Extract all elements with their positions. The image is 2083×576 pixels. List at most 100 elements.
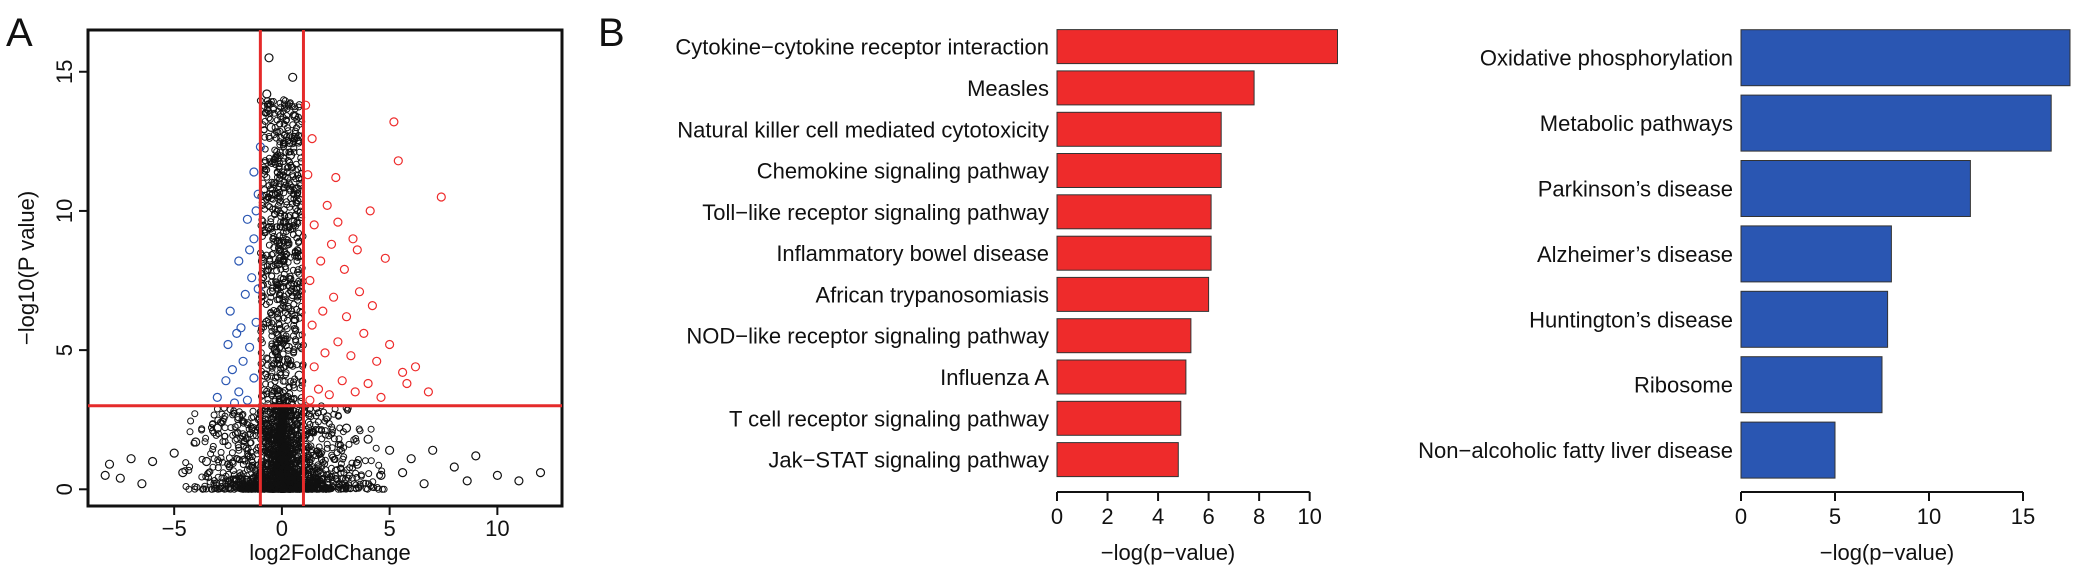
volcano-point-background — [264, 316, 272, 324]
volcano-point-not-significant — [363, 434, 373, 444]
volcano-series-up — [301, 100, 446, 405]
volcano-points — [100, 53, 546, 493]
volcano-point-background — [295, 229, 302, 237]
bar — [1056, 111, 1222, 147]
volcano-point-background — [289, 266, 297, 274]
volcano-point-background — [182, 459, 190, 467]
red-x-axis-title: −log(p−value) — [1101, 540, 1236, 565]
volcano-point-not-significant — [264, 223, 274, 233]
volcano-point-background — [344, 474, 352, 482]
volcano-point-background — [279, 302, 287, 310]
volcano-point-background — [283, 124, 291, 132]
volcano-point-background — [279, 458, 287, 466]
volcano-point-up — [372, 356, 382, 366]
volcano-point-background — [312, 452, 320, 460]
volcano-point-background — [286, 211, 294, 219]
volcano-point-background — [293, 234, 301, 242]
volcano-point-up — [398, 367, 408, 377]
volcano-point-background — [367, 457, 375, 465]
volcano-point-background — [214, 430, 222, 438]
volcano-point-background — [284, 397, 292, 405]
volcano-point-not-significant — [266, 287, 276, 297]
volcano-y-axis-title: −log10(P value) — [14, 191, 39, 345]
volcano-background-cloud — [181, 96, 388, 493]
category-label: Cytokine−cytokine receptor interaction — [675, 35, 1049, 60]
category-label: Chemokine signaling pathway — [757, 159, 1049, 184]
volcano-point-not-significant — [191, 437, 201, 447]
volcano-point-background — [234, 455, 241, 463]
volcano-point-background — [269, 459, 277, 467]
volcano-point-background — [305, 484, 313, 492]
volcano-point-background — [268, 351, 276, 359]
bar — [1740, 29, 2071, 87]
volcano-point-background — [287, 474, 295, 482]
volcano-point-background — [283, 116, 291, 124]
volcano-point-background — [224, 470, 232, 478]
x-tick-label: 8 — [1253, 504, 1265, 529]
volcano-point-background — [265, 441, 273, 449]
volcano-point-background — [286, 272, 294, 280]
volcano-point-background — [186, 428, 194, 436]
volcano-point-background — [293, 434, 301, 442]
volcano-point-up — [307, 134, 317, 144]
volcano-point-background — [289, 438, 297, 446]
volcano-point-not-significant — [406, 454, 416, 464]
volcano-point-background — [284, 156, 292, 164]
category-label: Jak−STAT signaling pathway — [768, 448, 1049, 473]
volcano-point-up — [301, 100, 311, 110]
volcano-point-background — [292, 175, 300, 183]
volcano-point-background — [328, 464, 335, 472]
volcano-point-background — [275, 429, 283, 437]
volcano-point-background — [354, 456, 362, 463]
volcano-point-not-significant — [212, 423, 222, 433]
volcano-point-background — [305, 452, 313, 460]
volcano-point-background — [268, 431, 276, 439]
volcano-point-down — [249, 373, 259, 383]
volcano-point-background — [295, 239, 302, 246]
volcano-point-background — [205, 474, 212, 482]
volcano-point-background — [372, 444, 380, 452]
volcano-point-background — [276, 451, 284, 459]
volcano-point-background — [228, 449, 236, 457]
volcano-point-background — [327, 485, 335, 493]
volcano-point-background — [263, 105, 271, 113]
volcano-point-background — [282, 417, 290, 425]
volcano-point-not-significant — [376, 470, 386, 480]
volcano-point-background — [280, 337, 288, 345]
volcano-point-background — [266, 445, 274, 453]
volcano-point-background — [276, 171, 284, 179]
volcano-point-background — [264, 280, 272, 288]
volcano-y-tick-label: 0 — [52, 483, 77, 495]
volcano-point-background — [291, 103, 298, 111]
volcano-point-background — [264, 202, 272, 210]
volcano-point-background — [367, 482, 375, 490]
volcano-point-background — [209, 427, 216, 435]
volcano-point-background — [239, 461, 247, 468]
volcano-point-background — [279, 350, 287, 358]
red-bars — [1056, 29, 1338, 478]
volcano-point-up — [309, 220, 319, 230]
volcano-point-not-significant — [514, 476, 524, 486]
volcano-point-background — [276, 175, 284, 183]
volcano-point-down — [247, 273, 257, 283]
volcano-point-background — [290, 300, 298, 308]
volcano-point-background — [263, 251, 270, 259]
red-bar-chart: Cytokine−cytokine receptor interaction Me… — [675, 29, 1338, 565]
volcano-point-not-significant — [104, 459, 115, 469]
volcano-point-background — [231, 423, 239, 431]
volcano-point-background — [229, 467, 237, 475]
volcano-point-background — [275, 185, 283, 193]
volcano-point-background — [286, 483, 294, 491]
volcano-point-not-significant — [201, 456, 212, 467]
category-label: Non−alcoholic fatty liver disease — [1418, 438, 1733, 463]
volcano-point-background — [221, 438, 229, 446]
volcano-point-background — [284, 355, 291, 363]
volcano-point-background — [247, 463, 255, 471]
volcano-point-not-significant — [264, 53, 274, 63]
volcano-point-background — [380, 485, 388, 493]
volcano-point-background — [275, 395, 283, 403]
volcano-point-background — [227, 424, 235, 432]
volcano-point-background — [261, 419, 269, 427]
volcano-point-up — [389, 117, 399, 127]
